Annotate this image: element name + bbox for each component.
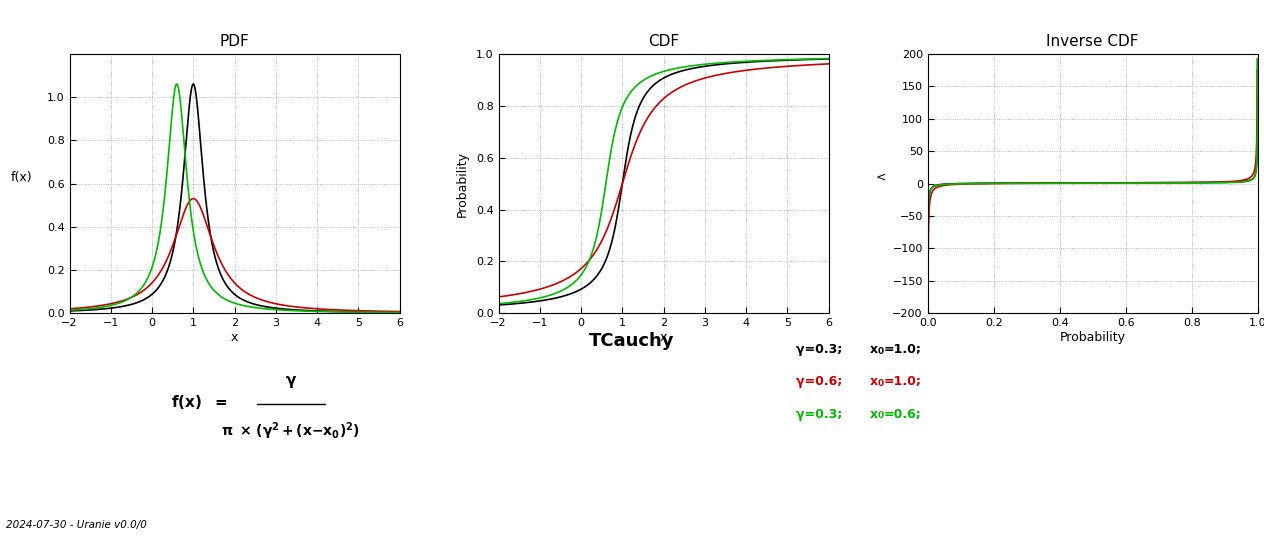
Text: x: x <box>870 343 877 356</box>
Text: x: x <box>870 375 877 388</box>
Text: γ=0.6;: γ=0.6; <box>796 375 852 388</box>
Y-axis label: <: < <box>876 171 886 184</box>
Text: $\mathbf{\pi\ \times\,(\gamma^2+(x{-}x_0)^2)}$: $\mathbf{\pi\ \times\,(\gamma^2+(x{-}x_0… <box>221 420 360 442</box>
Y-axis label: f(x): f(x) <box>11 171 33 184</box>
Text: γ=0.3;: γ=0.3; <box>796 343 852 356</box>
Text: $\mathbf{\gamma}$: $\mathbf{\gamma}$ <box>284 374 297 390</box>
Text: $\mathbf{f(x)}$  $\mathbf{=}$: $\mathbf{f(x)}$ $\mathbf{=}$ <box>171 393 226 411</box>
X-axis label: x: x <box>231 331 238 344</box>
Text: 0: 0 <box>877 347 884 356</box>
Text: TCauchy: TCauchy <box>589 332 675 350</box>
Text: =1.0;: =1.0; <box>884 375 921 388</box>
Text: γ=0.3;: γ=0.3; <box>796 408 852 421</box>
Text: 2024-07-30 - Uranie v0.0/0: 2024-07-30 - Uranie v0.0/0 <box>6 520 147 530</box>
X-axis label: Probability: Probability <box>1059 331 1126 344</box>
Title: Inverse CDF: Inverse CDF <box>1047 33 1139 49</box>
Title: PDF: PDF <box>220 33 249 49</box>
Text: =0.6;: =0.6; <box>884 408 921 421</box>
Text: 0: 0 <box>877 411 884 421</box>
Text: 0: 0 <box>877 379 884 388</box>
Title: CDF: CDF <box>648 33 679 49</box>
Y-axis label: Probability: Probability <box>456 151 469 217</box>
Text: =1.0;: =1.0; <box>884 343 921 356</box>
Text: x: x <box>870 408 877 421</box>
X-axis label: x: x <box>660 331 667 344</box>
